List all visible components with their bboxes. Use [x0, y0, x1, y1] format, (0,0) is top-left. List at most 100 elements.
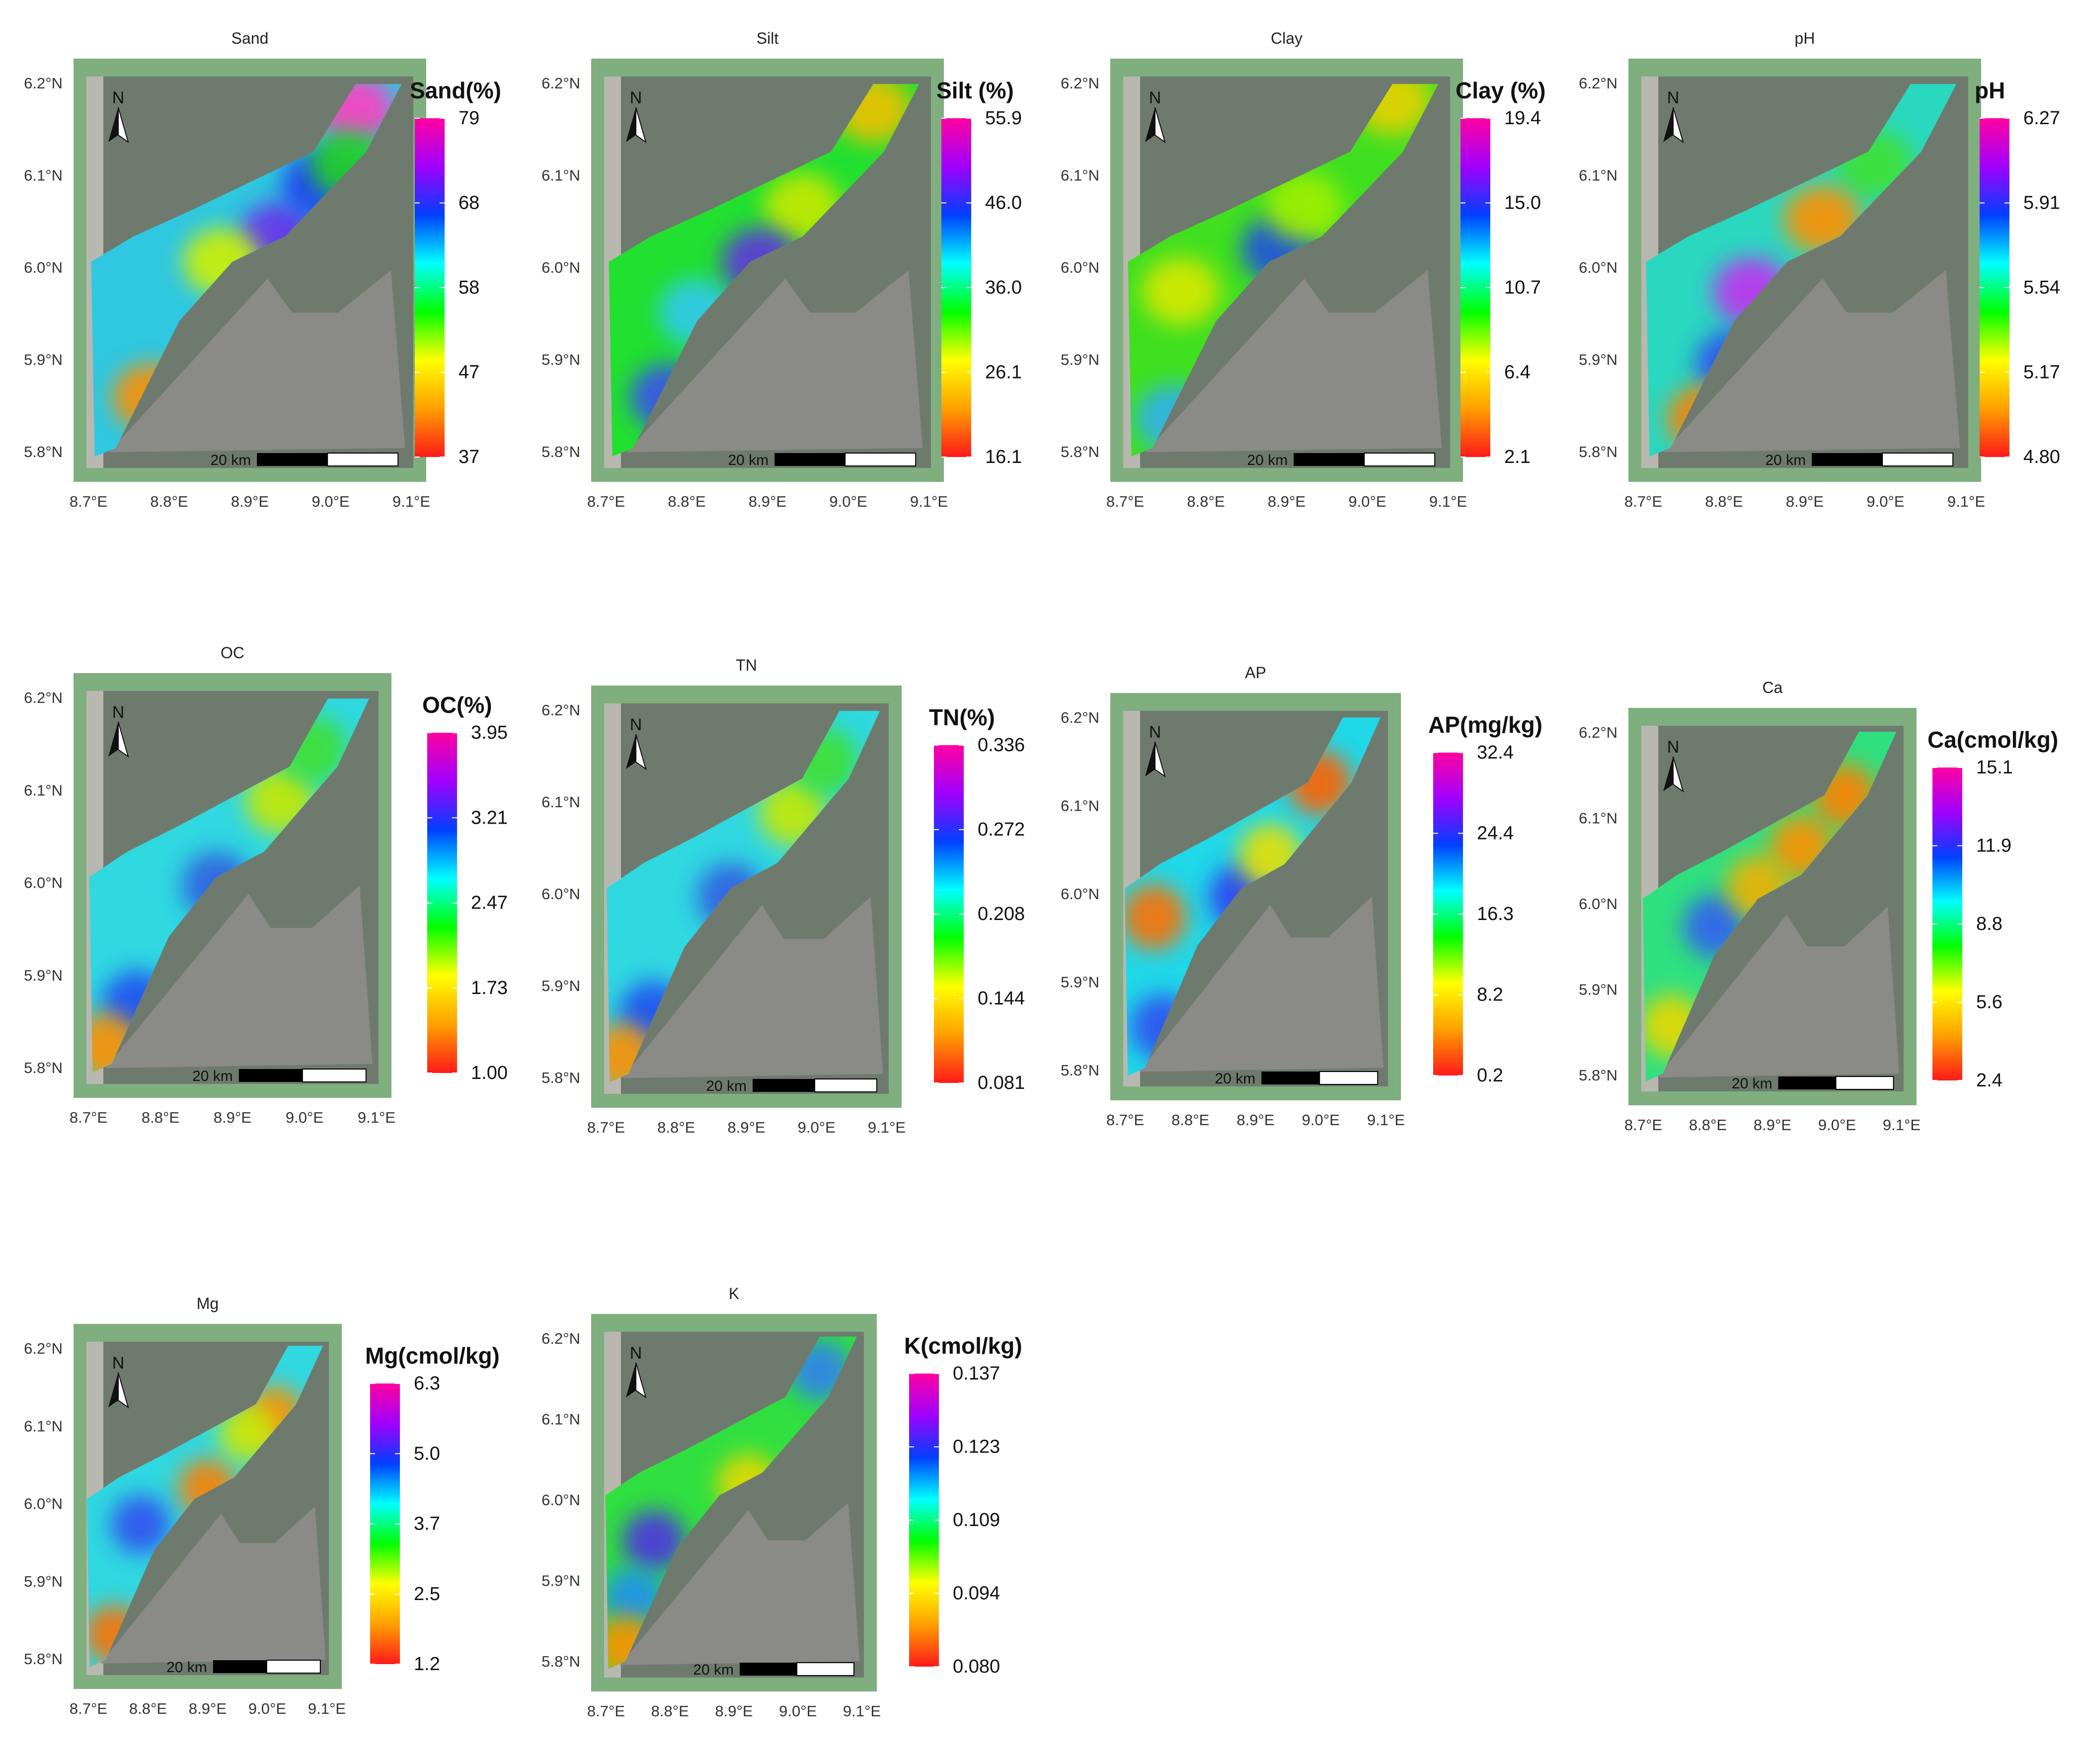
- legend-value: 3.21: [471, 807, 508, 828]
- y-tick-label: 6.0°N: [24, 1495, 63, 1513]
- legend-value: 4.80: [2023, 447, 2060, 467]
- x-tick-label: 8.8°E: [129, 1700, 167, 1717]
- map-panel-oc: OC N 20 km 6.2°N 6.1°N 6.0°N 5.9°N 5.8°N 8.7°E 8.…: [24, 644, 508, 1126]
- scale-bar-black: [213, 1660, 267, 1673]
- panel-title: Mg: [197, 1295, 219, 1312]
- y-tick-label: 6.2°N: [24, 75, 63, 92]
- legend-value: 5.91: [2023, 193, 2060, 214]
- x-tick-label: 8.9°E: [1236, 1111, 1274, 1129]
- panel-title: AP: [1245, 664, 1266, 682]
- legend-value: 2.4: [1976, 1070, 2002, 1091]
- legend-value: 2.47: [471, 893, 508, 914]
- legend-value: 1.73: [471, 978, 508, 998]
- scale-bar-white: [266, 1660, 321, 1674]
- y-tick-label: 6.0°N: [1579, 259, 1617, 276]
- y-tick-label: 6.2°N: [24, 1340, 63, 1357]
- x-tick-label: 8.7°E: [70, 493, 107, 510]
- north-arrow-icon: N: [1663, 738, 1684, 793]
- y-tick-label: 5.8°N: [541, 1069, 580, 1086]
- y-tick-label: 6.1°N: [541, 793, 580, 811]
- x-tick-label: 8.9°E: [231, 493, 269, 510]
- lake-area: [1664, 270, 1960, 453]
- map-panel-sand: Sand N 20 km 6.2°N 6.1°N 6.0°N 5.9°N 5.8°N 8.7°E…: [24, 29, 501, 510]
- legend-value: 6.27: [2023, 108, 2060, 129]
- north-arrow-icon: N: [1145, 723, 1166, 778]
- legend-value: 58: [459, 277, 479, 298]
- x-tick-label: 8.8°E: [1187, 493, 1225, 510]
- value-hotspot: [1265, 173, 1343, 241]
- scale-bar-label: 20 km: [166, 1659, 207, 1676]
- y-tick-label: 6.0°N: [541, 1491, 580, 1509]
- scale-bar-label: 20 km: [1215, 1071, 1255, 1087]
- arrow-left: [1663, 757, 1673, 791]
- north-arrow-icon: N: [626, 88, 647, 144]
- x-tick-label: 8.9°E: [727, 1119, 765, 1136]
- scale-bar-white: [814, 1078, 877, 1092]
- north-arrow-icon: N: [626, 1344, 647, 1399]
- x-tick-label: 8.9°E: [214, 1109, 251, 1126]
- x-tick-label: 9.0°E: [779, 1702, 817, 1720]
- x-tick-label: 9.1°E: [1947, 493, 1985, 510]
- legend-value: 0.123: [953, 1437, 1000, 1457]
- x-tick-label: 9.0°E: [1818, 1116, 1856, 1134]
- x-tick-label: 8.7°E: [70, 1109, 107, 1126]
- x-tick-label: 8.9°E: [749, 493, 786, 510]
- x-tick-label: 8.8°E: [1689, 1116, 1727, 1134]
- legend-title: Mg(cmol/kg): [365, 1343, 500, 1369]
- y-tick-label: 5.9°N: [1579, 981, 1617, 998]
- x-tick-label: 9.1°E: [308, 1700, 346, 1717]
- arrow-right: [1673, 107, 1684, 144]
- arrow-right: [635, 734, 647, 770]
- map-panel-ph: pH N 20 km 6.2°N 6.1°N 6.0°N 5.9°N 5.8°N 8.7°E 8.…: [1579, 29, 2060, 510]
- lake-area: [100, 1506, 326, 1664]
- x-tick-label: 9.1°E: [1883, 1116, 1921, 1134]
- legend-value: 36.0: [985, 277, 1022, 298]
- lake-area: [619, 1503, 860, 1665]
- scale-bar-black: [1778, 1076, 1836, 1089]
- y-tick-label: 6.1°N: [24, 1417, 63, 1435]
- legend-value: 46.0: [985, 193, 1022, 214]
- map-panel-ap: AP N 20 km 6.2°N 6.1°N 6.0°N 5.9°N 5.8°N 8.7°E 8.…: [1061, 664, 1542, 1129]
- map-panel-ca: Ca N 20 km 6.2°N 6.1°N 6.0°N 5.9°N 5.8°N 8.7°E 8.…: [1579, 679, 2058, 1134]
- north-label: N: [1667, 738, 1680, 757]
- y-tick-label: 6.2°N: [1579, 724, 1617, 741]
- y-tick-label: 6.2°N: [541, 1330, 580, 1347]
- y-tick-label: 6.1°N: [1061, 167, 1099, 184]
- scale-bar-white: [1835, 1076, 1894, 1090]
- legend-value: 68: [459, 193, 479, 214]
- legend-value: 0.336: [978, 735, 1025, 756]
- y-tick-label: 6.2°N: [1061, 75, 1099, 92]
- panel-title: Clay: [1271, 29, 1303, 47]
- scale-bar-label: 20 km: [1247, 452, 1288, 468]
- panel-title: TN: [736, 656, 757, 674]
- y-tick-label: 5.8°N: [24, 443, 63, 460]
- y-tick-label: 6.1°N: [1579, 810, 1617, 827]
- x-tick-label: 8.8°E: [668, 493, 705, 510]
- legend-value: 1.00: [471, 1063, 508, 1083]
- north-arrow-icon: N: [1145, 88, 1166, 144]
- y-tick-label: 6.0°N: [1579, 895, 1617, 913]
- x-tick-label: 9.0°E: [829, 493, 867, 510]
- legend-value: 2.1: [1504, 447, 1531, 467]
- y-tick-label: 6.0°N: [24, 874, 63, 892]
- x-tick-label: 8.8°E: [1171, 1111, 1209, 1129]
- y-tick-label: 6.0°N: [24, 259, 63, 276]
- y-tick-label: 6.2°N: [1579, 75, 1617, 92]
- x-tick-label: 8.9°E: [1786, 493, 1824, 510]
- y-tick-label: 6.1°N: [541, 167, 580, 184]
- legend-value: 0.094: [953, 1583, 1000, 1604]
- lake-area: [105, 885, 373, 1069]
- arrow-right: [635, 107, 647, 144]
- north-arrow-icon: N: [108, 1354, 129, 1409]
- x-tick-label: 9.0°E: [248, 1700, 286, 1717]
- scale-bar-black: [238, 1069, 303, 1082]
- value-hotspot: [111, 1495, 170, 1554]
- north-label: N: [1667, 88, 1680, 107]
- legend-title: TN(%): [929, 704, 995, 730]
- x-tick-label: 9.0°E: [311, 493, 349, 510]
- arrow-right: [118, 107, 129, 144]
- y-tick-label: 5.9°N: [1061, 974, 1099, 991]
- scale-bar-black: [257, 453, 328, 466]
- arrow-left: [626, 107, 636, 142]
